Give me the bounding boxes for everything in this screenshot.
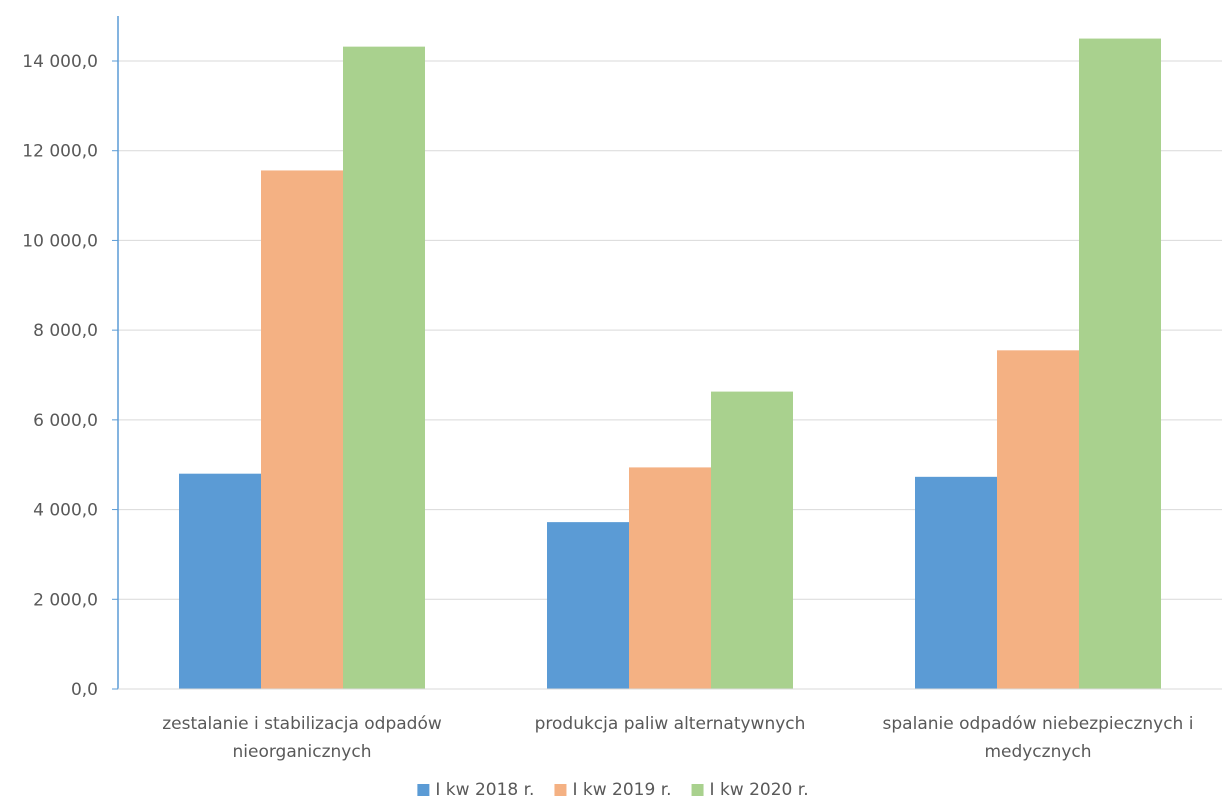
- legend-swatch: [554, 784, 567, 796]
- x-category-label: medycznych: [984, 742, 1091, 762]
- y-axis-ticks: 0,0 2 000,0 4 000,0 6 000,0 8 000,0 10 000,0 1…: [22, 52, 118, 700]
- x-category-label: zestalanie i stabilizacja odpadów: [162, 714, 442, 734]
- bar-3-2: [711, 391, 793, 689]
- y-tick-label: 0,0: [71, 680, 98, 700]
- y-tick-label: 2 000,0: [33, 590, 98, 610]
- x-category-label: produkcja paliw alternatywnych: [535, 714, 806, 734]
- y-tick-label: 8 000,0: [33, 321, 98, 341]
- x-axis-labels: zestalanie i stabilizacja odpadów nieorga…: [162, 714, 1193, 762]
- x-category-label: spalanie odpadów niebezpiecznych i: [883, 714, 1194, 734]
- legend-label: I kw 2019 r.: [572, 780, 671, 800]
- bar-2-3: [997, 350, 1079, 689]
- y-tick-label: 10 000,0: [22, 231, 98, 251]
- bars: [179, 38, 1161, 690]
- legend-swatch: [417, 784, 430, 796]
- bar-2-1: [261, 170, 343, 690]
- y-tick-label: 4 000,0: [33, 501, 98, 521]
- y-tick-label: 6 000,0: [33, 411, 98, 431]
- legend-swatch: [691, 784, 704, 796]
- bar-3-3: [1079, 38, 1161, 690]
- legend-label: I kw 2018 r.: [435, 780, 534, 800]
- legend: I kw 2018 r. I kw 2019 r. I kw 2020 r.: [417, 780, 809, 800]
- y-tick-label: 12 000,0: [22, 142, 98, 162]
- axes: [117, 16, 1222, 690]
- bar-3-1: [343, 46, 425, 690]
- bar-2-2: [629, 467, 711, 689]
- bar-1-2: [547, 522, 629, 689]
- y-tick-label: 14 000,0: [22, 52, 98, 72]
- bar-1-3: [915, 476, 997, 689]
- bar-1-1: [179, 473, 261, 689]
- legend-label: I kw 2020 r.: [710, 780, 809, 800]
- x-category-label: nieorganicznych: [233, 742, 372, 762]
